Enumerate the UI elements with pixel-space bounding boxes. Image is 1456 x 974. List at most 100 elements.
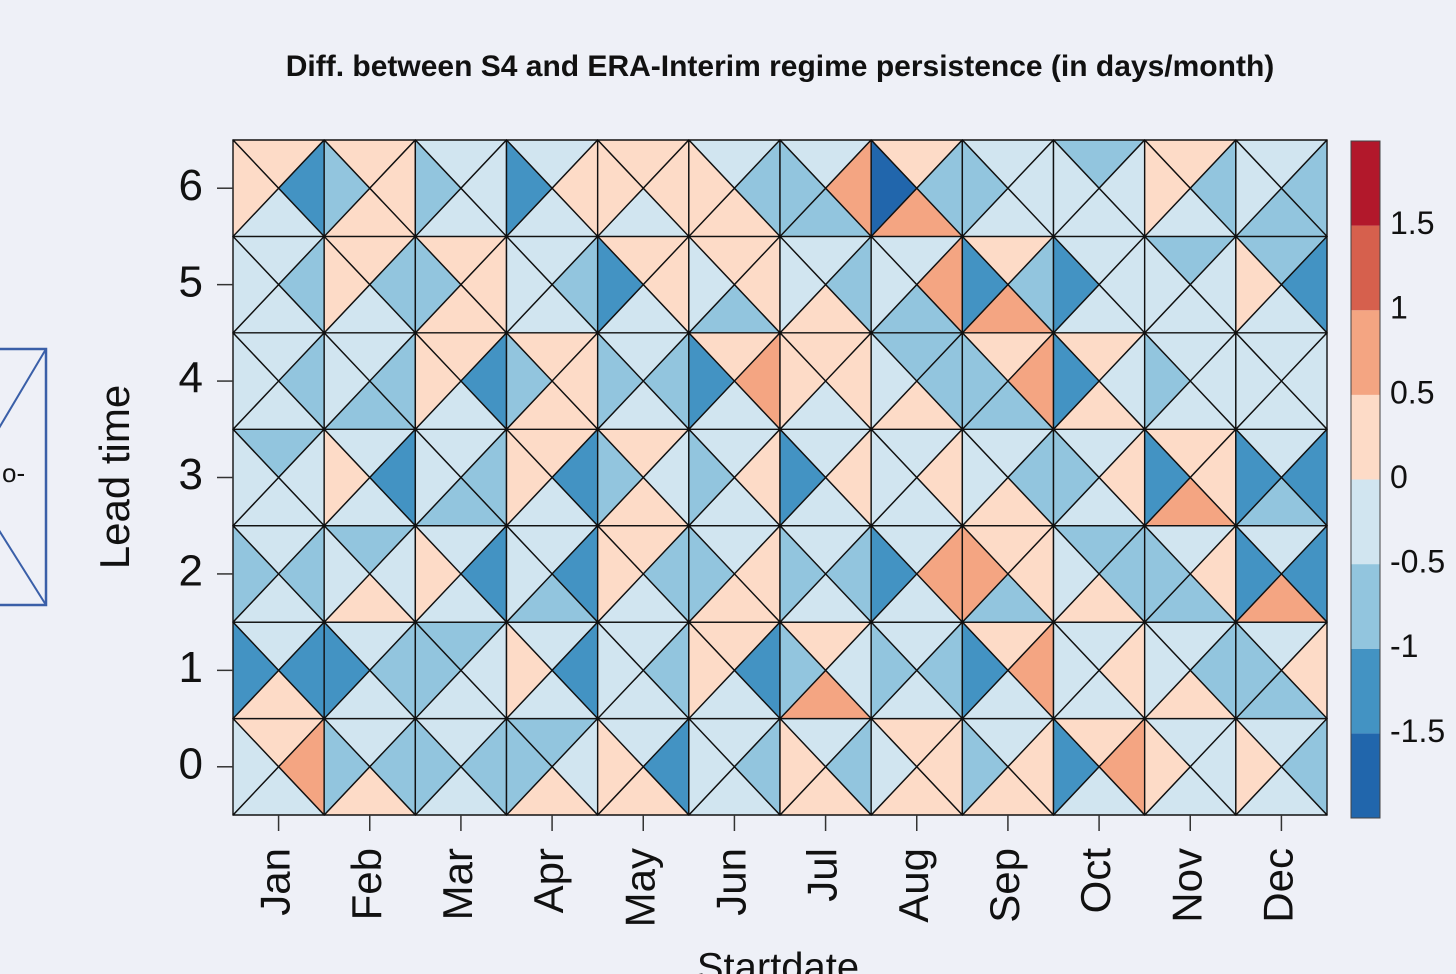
triangle-cell <box>414 525 462 623</box>
triangle-cell <box>414 428 462 527</box>
colorbar-bin <box>1351 225 1380 311</box>
x-tick-label: Oct <box>1072 848 1119 914</box>
triangle-cell <box>1052 139 1100 238</box>
triangle-cell <box>596 332 644 430</box>
triangle-cell <box>688 235 736 334</box>
x-tick-label: Dec <box>1255 848 1302 923</box>
colorbar-bin <box>1351 648 1380 734</box>
y-tick-label: 4 <box>179 354 203 403</box>
x-tick-label: May <box>616 848 663 927</box>
triangle-cell <box>961 717 1009 816</box>
triangle-cell <box>870 428 918 527</box>
x-tick-label: Sep <box>981 848 1028 923</box>
triangle-cell <box>505 332 553 430</box>
triangle-cell <box>779 235 827 334</box>
triangle-cell <box>414 717 462 816</box>
colorbar-bin <box>1351 479 1380 565</box>
triangle-cell <box>596 428 644 527</box>
triangle-cell <box>323 139 371 238</box>
triangle-cell <box>505 428 553 527</box>
triangle-cell <box>596 621 644 720</box>
colorbar-bin <box>1351 310 1380 395</box>
fragment-line <box>0 348 47 429</box>
triangle-cell <box>779 525 827 623</box>
triangle-cell <box>870 235 918 334</box>
colorbar-tick-label: -1.5 <box>1390 713 1445 749</box>
colorbar-bin <box>1351 564 1380 649</box>
neighbor-panel-fragment: o- <box>0 347 48 607</box>
triangle-cell <box>1052 235 1100 334</box>
colorbar-bin <box>1351 733 1380 818</box>
colorbar-tick-label: -1 <box>1390 628 1418 664</box>
colorbar-tick-label: 0 <box>1390 459 1408 495</box>
triangle-cell <box>1235 428 1283 527</box>
triangle-cell <box>779 332 827 430</box>
triangle-cell <box>779 717 827 816</box>
triangle-cell <box>596 717 644 816</box>
triangle-cell <box>323 428 371 527</box>
colorbar-tick-label: 1 <box>1390 290 1408 326</box>
x-axis-label: Startdate <box>697 946 859 974</box>
triangle-cell <box>323 332 371 430</box>
triangle-cell <box>596 525 644 623</box>
x-tick-label: Nov <box>1163 848 1210 923</box>
triangle-cell <box>505 621 553 720</box>
triangle-cell <box>505 717 553 816</box>
triangle-cell <box>779 621 827 720</box>
triangle-cell <box>1052 717 1100 816</box>
triangle-cell <box>961 235 1009 334</box>
triangle-cell <box>414 332 462 430</box>
triangle-cell <box>323 717 371 816</box>
x-tick-label: Jul <box>799 848 846 902</box>
triangle-cell <box>323 621 371 720</box>
triangle-cell <box>414 139 462 238</box>
triangle-cell <box>1143 717 1191 816</box>
triangle-cell <box>1052 332 1100 430</box>
triangle-cell <box>323 235 371 334</box>
fragment-box <box>0 347 48 607</box>
triangle-cell <box>870 525 918 623</box>
triangle-cell <box>414 621 462 720</box>
y-tick-label: 0 <box>179 739 203 788</box>
triangle-cell <box>1052 428 1100 527</box>
triangle-cell <box>323 525 371 623</box>
triangle-cell <box>1235 235 1283 334</box>
triangle-cell <box>1143 332 1191 430</box>
triangle-cell <box>870 621 918 720</box>
x-tick-label: Feb <box>343 848 390 920</box>
x-tick-label: Aug <box>890 848 937 923</box>
triangle-cell <box>1143 525 1191 623</box>
triangle-cell <box>1052 621 1100 720</box>
triangle-cell <box>1143 621 1191 720</box>
y-tick-label: 1 <box>179 643 203 692</box>
y-tick-label: 6 <box>179 161 203 210</box>
triangle-cell <box>1235 139 1283 238</box>
triangle-cell <box>688 428 736 527</box>
chart-title: Diff. between S4 and ERA-Interim regime … <box>286 50 1275 83</box>
triangle-cell <box>1235 332 1283 430</box>
colorbar-bin <box>1351 141 1380 226</box>
triangle-cell <box>414 235 462 334</box>
triangle-cell <box>870 717 918 816</box>
x-tick-label: Jan <box>252 848 299 916</box>
triangle-cell <box>870 139 918 238</box>
fragment-text: o- <box>2 458 25 488</box>
triangle-cell <box>1235 621 1283 720</box>
colorbar-tick-label: 1.5 <box>1390 205 1434 241</box>
triangle-cell <box>688 717 736 816</box>
y-tick-label: 3 <box>179 450 203 499</box>
fragment-line <box>0 529 47 606</box>
triangle-cell <box>596 139 644 238</box>
colorbar-tick-label: 0.5 <box>1390 374 1434 410</box>
triangle-cell <box>1235 717 1283 816</box>
triangle-cell <box>1143 139 1191 238</box>
triangle-cell <box>1235 525 1283 623</box>
y-tick-label: 2 <box>179 547 203 596</box>
x-tick-label: Apr <box>525 848 572 913</box>
triangle-cell <box>961 621 1009 720</box>
triangle-cell <box>505 525 553 623</box>
colorbar-tick-label: -0.5 <box>1390 544 1445 580</box>
triangle-cell <box>596 235 644 334</box>
triangle-cell <box>961 332 1009 430</box>
